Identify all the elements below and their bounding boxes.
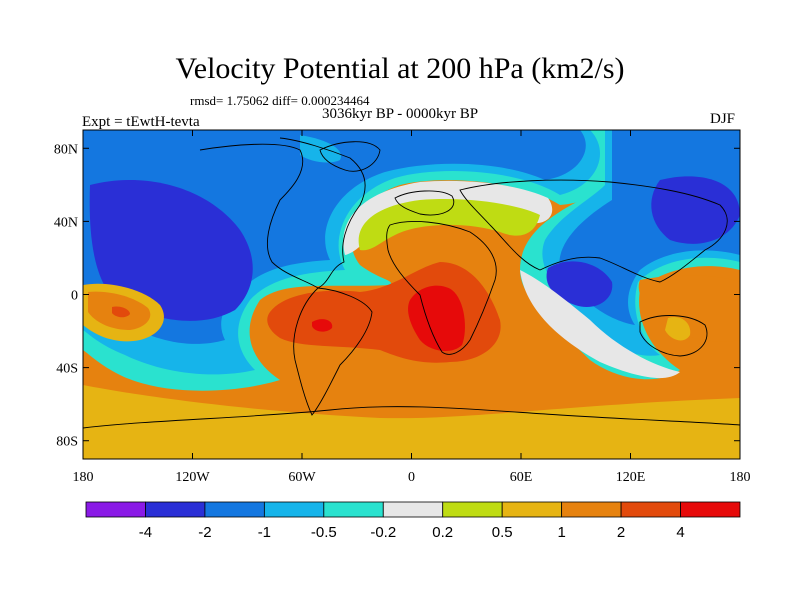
colorbar-swatch xyxy=(680,501,741,518)
colorbar-label: -2 xyxy=(198,524,211,541)
coast-antarctica xyxy=(83,406,740,429)
chart-title: Velocity Potential at 200 hPa (km2/s) xyxy=(175,52,625,85)
colorbar: -4 -2 -1 -0.5 -0.2 0.2 0.5 1 2 4 xyxy=(85,501,741,541)
colorbar-swatch xyxy=(323,501,384,518)
field-south-yellow xyxy=(83,385,740,459)
field-asia-deepblue xyxy=(651,176,740,244)
lon-tick-label: 0 xyxy=(408,470,415,485)
field-australia-yellow xyxy=(665,316,691,341)
coast-africa xyxy=(386,221,497,355)
stats-label: rmsd= 1.75062 diff= 0.000234464 xyxy=(190,93,370,108)
colorbar-label: 1 xyxy=(557,524,565,541)
lon-tick-label: 60E xyxy=(510,470,533,485)
coastlines xyxy=(83,137,740,429)
coast-australia xyxy=(639,315,708,357)
coast-asia xyxy=(459,179,728,283)
colorbar-swatch xyxy=(263,501,325,518)
field-atlantic-yellowgreen xyxy=(358,199,540,251)
lon-tick-label: 120E xyxy=(616,470,646,485)
lat-tick-label: 80N xyxy=(54,142,78,157)
colorbar-label: -0.5 xyxy=(311,524,337,541)
field-brazil-core xyxy=(312,319,333,332)
field-arctic-patch xyxy=(300,135,341,163)
colorbar-label: 4 xyxy=(676,524,684,541)
lat-tick-label: 80S xyxy=(56,435,78,450)
coast-greenland xyxy=(319,141,381,172)
lon-tick-label: 120W xyxy=(175,470,210,485)
colorbar-swatch xyxy=(620,501,681,518)
coast-europe xyxy=(394,190,455,216)
colorbar-label: 2 xyxy=(617,524,625,541)
lon-tick-label: 180 xyxy=(730,470,751,485)
field-pacific-deepblue xyxy=(89,180,253,321)
field-indian-deepblue xyxy=(546,261,613,308)
lat-tick-label: 0 xyxy=(71,289,78,304)
coast-south-america xyxy=(293,287,373,416)
field-pacific-red xyxy=(112,306,130,318)
colorbar-swatch xyxy=(85,501,146,518)
experiment-label: Expt = tEwtH-tevta xyxy=(82,114,200,130)
colorbar-label: 0.2 xyxy=(432,524,453,541)
map-axes: 180 120W 60W 0 60E 120E 180 80N 40N 0 40S 80S xyxy=(54,130,751,485)
coast-north-america xyxy=(199,137,366,289)
colorbar-label: -4 xyxy=(139,524,152,541)
lat-tick-label: 40N xyxy=(54,215,78,230)
colorbar-swatch xyxy=(382,501,444,518)
colorbar-label: -0.2 xyxy=(370,524,396,541)
contour-fields xyxy=(83,130,740,459)
colorbar-label: 0.5 xyxy=(492,524,513,541)
colorbar-label: -1 xyxy=(258,524,271,541)
colorbar-swatch xyxy=(204,501,265,518)
period-label: 3036kyr BP - 0000kyr BP xyxy=(322,106,479,122)
colorbar-swatch xyxy=(442,501,503,518)
season-label: DJF xyxy=(710,111,736,127)
colorbar-swatch xyxy=(145,501,206,518)
colorbar-swatch xyxy=(561,501,622,518)
lat-tick-label: 40S xyxy=(56,362,78,377)
field-east-white xyxy=(520,270,680,379)
lon-tick-label: 180 xyxy=(73,470,94,485)
lon-tick-label: 60W xyxy=(288,470,316,485)
field-australia-orange xyxy=(638,275,740,342)
colorbar-swatch xyxy=(501,501,563,518)
